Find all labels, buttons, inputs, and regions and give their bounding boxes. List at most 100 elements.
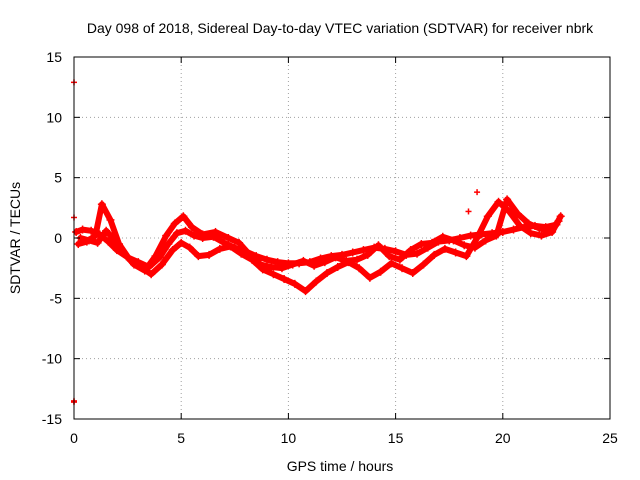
marker-point xyxy=(474,189,481,196)
data-point xyxy=(556,212,565,221)
data-point xyxy=(211,227,220,236)
y-tick-label: 10 xyxy=(46,109,62,125)
data-point xyxy=(322,268,331,277)
data-point xyxy=(320,258,329,267)
data-point xyxy=(481,236,490,245)
data-point xyxy=(359,246,368,255)
grid-lines xyxy=(74,57,610,419)
data-point xyxy=(147,270,156,279)
data-point xyxy=(78,225,87,234)
data-point xyxy=(353,255,362,264)
data-point xyxy=(168,246,177,255)
data-point xyxy=(503,195,512,204)
data-point xyxy=(413,249,422,258)
data-point xyxy=(277,264,286,273)
data-point xyxy=(215,244,224,253)
data-point xyxy=(256,260,265,269)
x-tick-label: 20 xyxy=(495,430,511,446)
data-point xyxy=(130,260,139,269)
data-point xyxy=(509,225,518,234)
y-tick-label: -10 xyxy=(42,351,62,367)
data-point xyxy=(237,249,246,258)
data-point xyxy=(288,260,297,269)
data-point xyxy=(535,224,544,233)
data-point xyxy=(310,261,319,270)
data-point xyxy=(205,250,214,259)
data-point xyxy=(449,236,458,245)
y-tick-label: 0 xyxy=(54,230,62,246)
data-point xyxy=(428,238,437,247)
data-point xyxy=(198,230,207,239)
data-point xyxy=(102,226,111,235)
data-point xyxy=(162,231,171,240)
data-point xyxy=(157,260,166,269)
data-point xyxy=(355,264,364,273)
data-point xyxy=(526,229,535,238)
data-points xyxy=(71,79,565,406)
data-point xyxy=(110,236,119,245)
data-point xyxy=(494,197,503,206)
y-tick-label: -5 xyxy=(50,290,63,306)
data-point xyxy=(492,231,501,240)
data-point xyxy=(419,260,428,269)
data-point xyxy=(462,252,471,261)
data-point xyxy=(483,212,492,221)
data-point xyxy=(513,209,522,218)
data-point xyxy=(93,238,102,247)
data-point xyxy=(301,287,310,296)
y-axis-label: SDTVAR / TECUs xyxy=(7,182,23,294)
data-point xyxy=(119,248,128,257)
data-point xyxy=(376,267,385,276)
data-point xyxy=(226,242,235,251)
x-tick-label: 5 xyxy=(177,430,185,446)
x-axis-label: GPS time / hours xyxy=(287,458,394,474)
data-point xyxy=(554,217,563,226)
data-point xyxy=(524,219,533,228)
data-point xyxy=(537,231,546,240)
x-tick-label: 25 xyxy=(602,430,618,446)
data-point xyxy=(408,268,417,277)
data-point xyxy=(106,215,115,224)
data-point xyxy=(72,227,81,236)
data-point xyxy=(181,226,190,235)
data-point xyxy=(374,241,383,250)
data-point xyxy=(262,255,271,264)
data-point xyxy=(140,266,149,275)
data-point xyxy=(164,240,173,249)
data-point xyxy=(363,250,372,259)
data-point xyxy=(177,238,186,247)
data-point xyxy=(470,243,479,252)
data-point xyxy=(170,219,179,228)
data-point xyxy=(451,248,460,257)
data-point xyxy=(417,240,426,249)
x-tick-label: 10 xyxy=(281,430,297,446)
data-point xyxy=(545,226,554,235)
data-point xyxy=(440,244,449,253)
x-tick-label: 0 xyxy=(70,430,78,446)
marker-point xyxy=(465,208,472,215)
data-point xyxy=(438,232,447,241)
data-point xyxy=(406,246,415,255)
data-point xyxy=(299,256,308,265)
data-point xyxy=(187,223,196,232)
data-point xyxy=(348,248,357,257)
data-point xyxy=(515,221,524,230)
y-tick-label: -15 xyxy=(42,411,62,427)
data-point xyxy=(267,262,276,271)
y-tick-label: 5 xyxy=(54,170,62,186)
data-point xyxy=(398,264,407,273)
data-point xyxy=(224,234,233,242)
data-point xyxy=(74,240,83,249)
data-point xyxy=(179,212,188,221)
data-point xyxy=(245,250,254,259)
data-point xyxy=(333,262,342,271)
data-point xyxy=(365,273,374,282)
data-point xyxy=(342,256,351,265)
data-point xyxy=(185,243,194,252)
data-point xyxy=(97,200,106,209)
data-point xyxy=(395,255,404,264)
data-point xyxy=(172,229,181,238)
data-point xyxy=(190,231,199,240)
data-point xyxy=(331,253,340,262)
